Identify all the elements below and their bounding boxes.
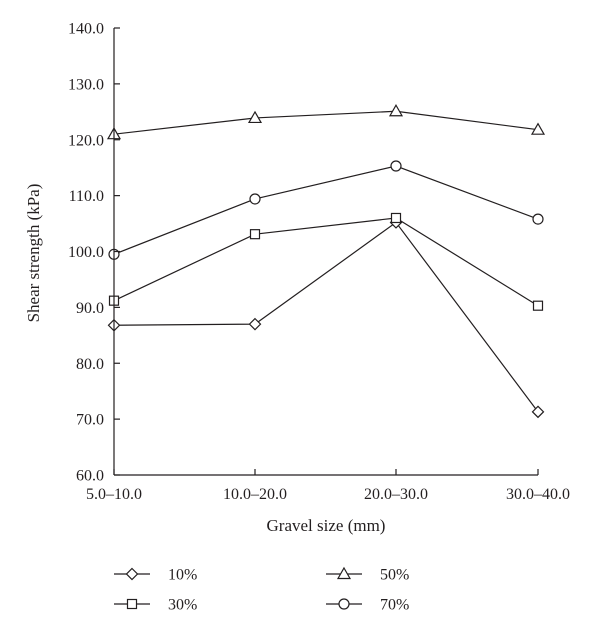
series-line-30pct — [113, 217, 539, 307]
x-tick-label: 20.0–30.0 — [364, 486, 428, 503]
legend-label-30pct: 30% — [168, 597, 197, 614]
y-tick-label: 100.0 — [68, 244, 104, 261]
legend-marker-70pct — [338, 598, 350, 610]
legend-marker-50pct — [336, 566, 352, 580]
series-50pct — [106, 104, 546, 140]
x-axis: 5.0–10.0 10.0–20.0 20.0–30.0 30.0–40.0 — [86, 469, 570, 503]
data-point-50pct-4 — [530, 122, 546, 135]
series-70pct — [108, 160, 544, 260]
legend-label-50pct: 50% — [380, 567, 409, 584]
series-line-70pct — [113, 165, 539, 255]
series-10pct — [107, 216, 545, 419]
y-tick-label: 60.0 — [76, 468, 104, 485]
y-axis-title: Shear strength (kPa) — [24, 184, 43, 323]
series-line-10pct — [113, 221, 539, 413]
legend-label-70pct: 70% — [380, 597, 409, 614]
x-axis-title: Gravel size (mm) — [267, 516, 386, 535]
y-tick-label: 110.0 — [69, 188, 104, 205]
data-point-30pct-2 — [249, 229, 261, 240]
series-line-50pct — [113, 110, 539, 135]
legend-item-50pct: 50% — [326, 567, 409, 584]
legend: 10% 30% 50% 70% — [114, 567, 409, 614]
data-point-50pct-2 — [247, 110, 263, 124]
legend-item-10pct: 10% — [114, 567, 197, 584]
y-tick-label: 80.0 — [76, 356, 104, 373]
legend-marker-10pct — [125, 567, 139, 581]
y-tick-label: 70.0 — [76, 412, 104, 429]
legend-marker-30pct — [126, 598, 138, 610]
x-tick-label: 5.0–10.0 — [86, 486, 142, 503]
legend-item-30pct: 30% — [114, 597, 197, 614]
y-tick-label: 120.0 — [68, 132, 104, 149]
legend-item-70pct: 70% — [326, 597, 409, 614]
x-tick-label: 10.0–20.0 — [223, 486, 287, 503]
y-axis: 60.0 70.0 80.0 90.0 100.0 110.0 120.0 130.0 140.… — [68, 21, 120, 485]
series-30pct — [108, 212, 544, 311]
data-point-10pct-2 — [248, 317, 262, 331]
y-tick-label: 130.0 — [68, 76, 104, 93]
y-tick-label: 90.0 — [76, 300, 104, 317]
plot-area — [106, 104, 546, 419]
data-point-30pct-3 — [390, 212, 402, 224]
data-point-30pct-4 — [532, 300, 544, 311]
data-point-70pct-4 — [532, 213, 544, 225]
data-point-50pct-3 — [388, 104, 404, 117]
data-point-70pct-3 — [390, 160, 402, 172]
legend-label-10pct: 10% — [168, 567, 197, 584]
x-tick-label: 30.0–40.0 — [506, 486, 570, 503]
data-point-70pct-2 — [249, 193, 261, 205]
data-point-10pct-4 — [531, 405, 545, 419]
y-tick-label: 140.0 — [68, 21, 104, 38]
